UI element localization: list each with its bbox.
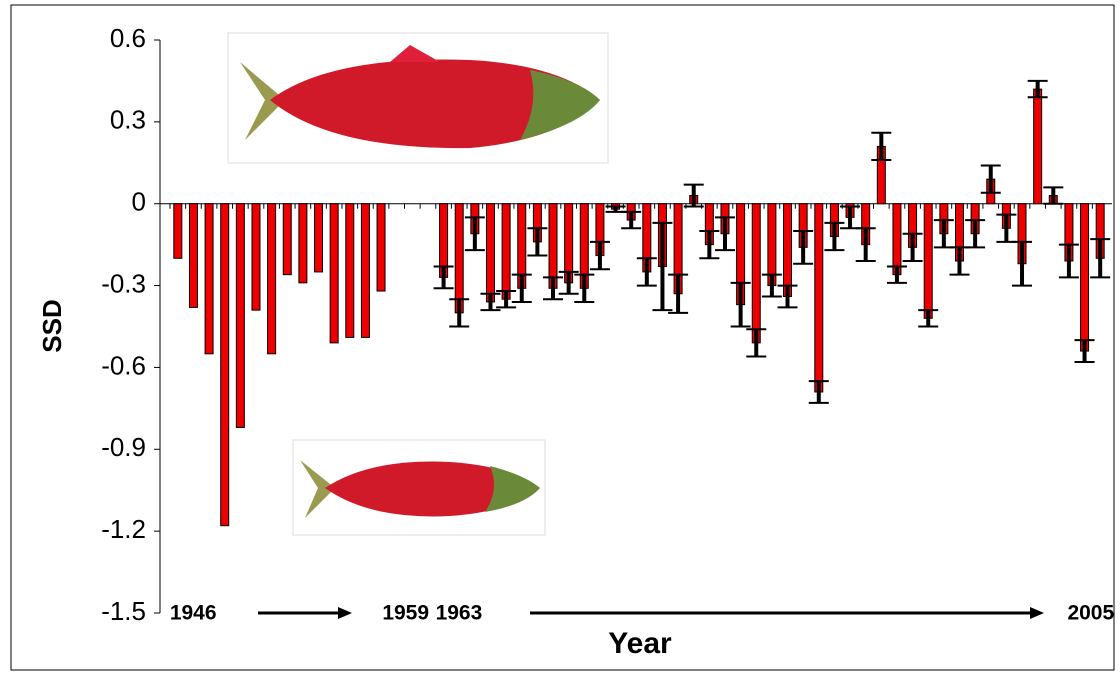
error-bar <box>527 227 548 257</box>
y-tick-label: -0.3 <box>101 268 146 298</box>
error-bar <box>933 219 954 249</box>
error-bar <box>824 221 845 252</box>
error-bar <box>1090 238 1111 279</box>
bar <box>376 203 386 292</box>
bar <box>1080 203 1090 352</box>
error-bar <box>886 265 907 284</box>
y-tick-label: -0.6 <box>101 350 146 380</box>
fish-fin <box>390 45 440 62</box>
x-tick-label: 1959 <box>382 602 429 625</box>
error-bar <box>902 232 923 263</box>
bar <box>548 203 558 289</box>
x-axis-label: Year <box>608 627 672 660</box>
error-bar <box>652 221 673 312</box>
bar <box>204 203 214 355</box>
error-bar <box>558 270 579 295</box>
y-tick-label: -0.9 <box>101 432 146 462</box>
frame <box>10 4 1115 671</box>
y-tick-label: 0.6 <box>110 23 146 53</box>
bar <box>923 203 933 319</box>
fish-body <box>270 59 600 149</box>
error-bar <box>464 216 485 252</box>
arrows <box>258 607 1044 619</box>
bar <box>454 203 464 314</box>
error-bar <box>636 257 657 287</box>
error-bar <box>965 219 986 249</box>
fish-small <box>292 439 546 536</box>
bar <box>314 203 324 273</box>
error-bar <box>699 230 720 260</box>
error-bar <box>496 290 517 309</box>
error-bar <box>808 380 829 404</box>
bar <box>783 203 793 297</box>
fish-head <box>485 466 540 512</box>
error-bar <box>543 276 564 301</box>
error-bar <box>1043 186 1064 205</box>
x-tick-label: 2005 <box>1067 602 1114 625</box>
error-bar <box>1058 243 1079 279</box>
bar <box>298 203 308 284</box>
fish-body <box>325 461 540 517</box>
error-bar <box>433 265 454 290</box>
arrow-head <box>338 607 352 619</box>
bar <box>360 203 370 338</box>
bar <box>188 203 198 308</box>
bar <box>1033 88 1043 205</box>
error-bar <box>871 131 892 162</box>
error-bar <box>949 246 970 276</box>
y-tick-label: -1.2 <box>101 514 146 544</box>
error-bar <box>480 292 501 312</box>
x-tick-label: 1963 <box>436 602 483 625</box>
y-axis-label: SSD <box>37 299 67 352</box>
arrow-head <box>1030 607 1044 619</box>
error-bar <box>1074 339 1095 363</box>
error-bar <box>793 230 814 265</box>
error-bar <box>574 273 595 303</box>
error-bar <box>777 284 798 309</box>
error-bar <box>449 298 470 328</box>
bar <box>173 203 183 259</box>
bar <box>501 203 511 300</box>
bar <box>235 203 245 428</box>
error-bar <box>683 183 704 208</box>
error-bar <box>589 240 610 271</box>
bar <box>814 203 824 393</box>
error-bar <box>730 281 751 328</box>
error-bar <box>668 273 689 314</box>
error-bar <box>840 205 861 230</box>
error-bar <box>996 213 1017 243</box>
fish-head <box>520 70 600 140</box>
bar <box>220 203 230 527</box>
bar <box>892 203 902 276</box>
bar <box>485 203 495 303</box>
y-tick-label: 0.3 <box>110 105 146 135</box>
bar <box>767 203 777 287</box>
error-bar <box>1027 79 1048 99</box>
error-bar <box>621 210 642 230</box>
error-bar <box>980 164 1001 194</box>
bar <box>282 203 292 276</box>
error-bar <box>761 273 782 298</box>
error-bar <box>511 273 532 303</box>
error-bar <box>746 328 767 358</box>
error-bar <box>918 309 939 328</box>
error-bar <box>714 216 735 252</box>
fish-large <box>227 32 609 164</box>
y-tick-label: 0 <box>132 187 146 217</box>
error-bar <box>855 227 876 263</box>
error-bar <box>1012 240 1033 287</box>
bar <box>345 203 355 338</box>
y-tick-label: -1.5 <box>101 596 146 626</box>
bar <box>251 203 261 311</box>
x-tick-label: 1946 <box>170 602 217 625</box>
bar <box>751 203 761 344</box>
bar <box>329 203 339 344</box>
bar <box>267 203 277 355</box>
